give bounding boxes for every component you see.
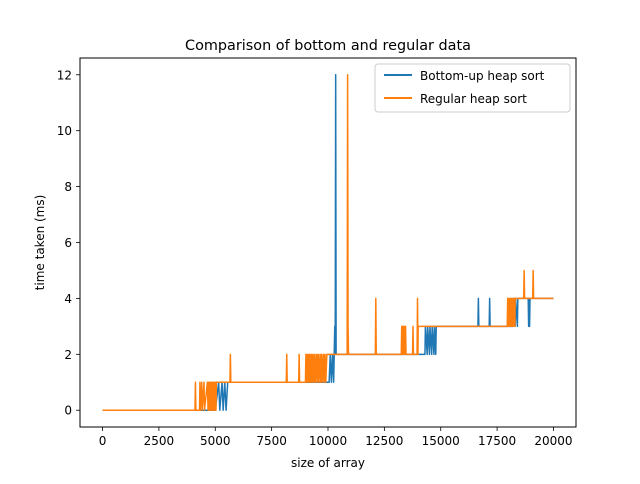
series-layer <box>102 74 554 411</box>
x-tick-label: 0 <box>99 434 107 448</box>
y-tick-label: 4 <box>64 292 72 306</box>
x-tick-label: 7500 <box>256 434 287 448</box>
y-tick-label: 6 <box>64 236 72 250</box>
x-tick-label: 2500 <box>144 434 175 448</box>
y-tick-label: 8 <box>64 180 72 194</box>
legend-label-regular: Regular heap sort <box>420 92 527 106</box>
x-tick-label: 20000 <box>534 434 572 448</box>
axis-layer: 0 2500 5000 7500 10000 12500 15000 17500 20000 0 2… <box>57 68 573 448</box>
y-tick-label: 0 <box>64 404 72 418</box>
legend-box <box>374 63 571 113</box>
legend-label-bottom-up: Bottom-up heap sort <box>420 69 545 83</box>
y-tick-label: 2 <box>64 348 72 362</box>
y-tick-label: 12 <box>57 68 72 82</box>
x-tick-label: 15000 <box>422 434 460 448</box>
x-tick-label: 12500 <box>365 434 403 448</box>
plot-frame <box>79 57 577 428</box>
x-tick-label: 17500 <box>478 434 516 448</box>
legend: Bottom-up heap sort Regular heap sort <box>374 63 571 113</box>
x-axis-label: size of array <box>291 456 365 470</box>
series-line-0 <box>102 74 554 411</box>
chart-title: Comparison of bottom and regular data <box>185 38 471 54</box>
x-tick-label: 5000 <box>200 434 231 448</box>
x-tick-label: 10000 <box>309 434 347 448</box>
y-tick-label: 10 <box>57 124 72 138</box>
y-axis-label: time taken (ms) <box>33 195 47 291</box>
series-line-1 <box>102 74 554 411</box>
